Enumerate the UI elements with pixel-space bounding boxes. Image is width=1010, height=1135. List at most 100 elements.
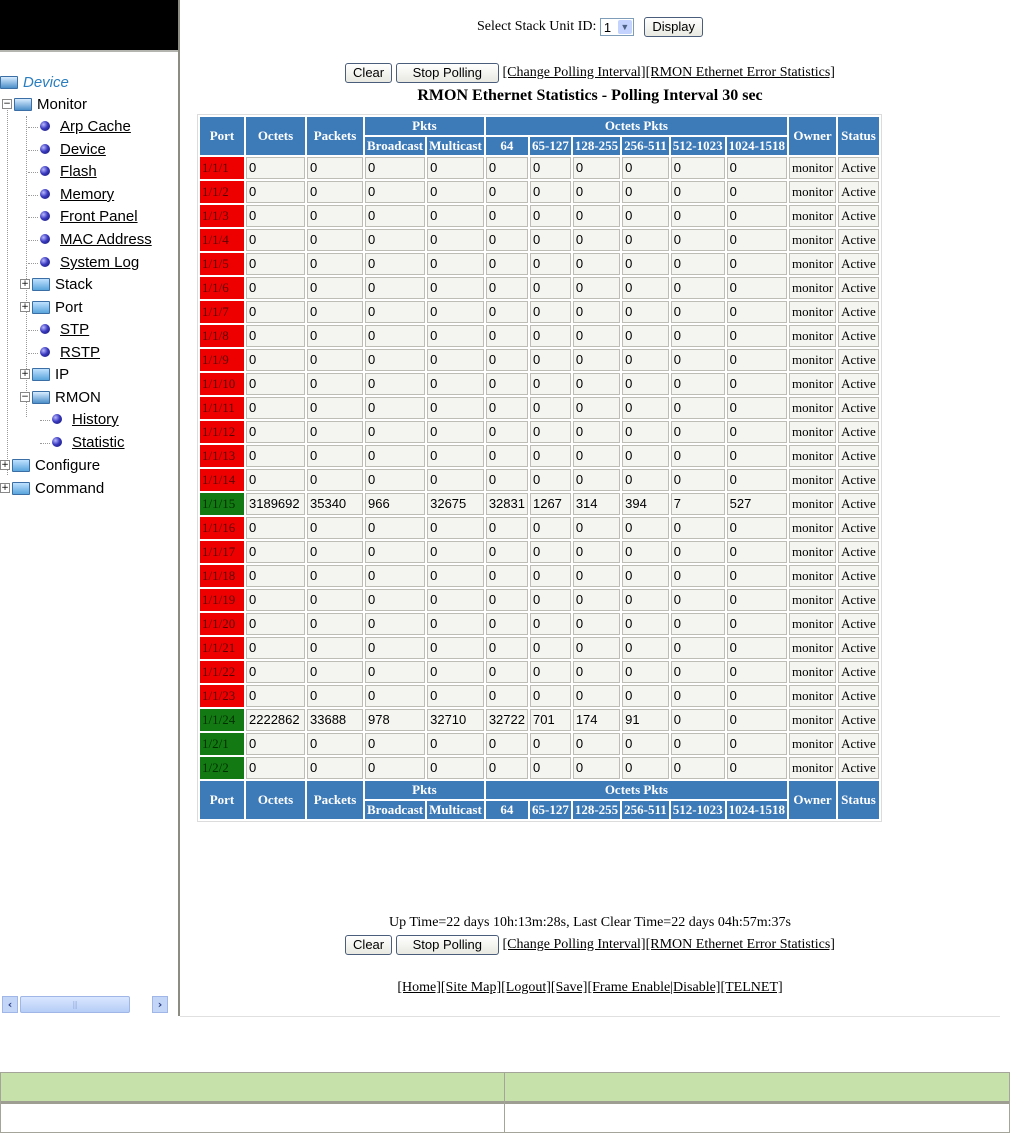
scroll-thumb[interactable]: |||	[20, 996, 130, 1013]
stat-cell: 0	[246, 421, 305, 443]
nav-item-flash[interactable]: Flash	[28, 161, 97, 183]
port-cell[interactable]: 1/2/1	[200, 733, 244, 755]
port-cell[interactable]: 1/1/11	[200, 397, 244, 419]
port-cell[interactable]: 1/1/12	[200, 421, 244, 443]
top-broadcast-header: Broadcast	[365, 137, 426, 155]
stat-cell: 0	[427, 349, 484, 371]
status-cell: Active	[838, 205, 879, 227]
port-cell[interactable]: 1/1/10	[200, 373, 244, 395]
port-cell[interactable]: 1/1/4	[200, 229, 244, 251]
port-cell[interactable]: 1/1/17	[200, 541, 244, 563]
home-link[interactable]: [Home]	[397, 980, 441, 995]
collapse-icon[interactable]: −	[20, 392, 30, 403]
frame-enable-link[interactable]: [Frame Enable	[587, 980, 671, 995]
tree-node-rmon[interactable]: − RMON	[20, 389, 101, 406]
tree-node-stack[interactable]: + Stack	[20, 276, 93, 293]
stat-cell: 0	[246, 229, 305, 251]
stat-cell: 0	[670, 421, 725, 443]
tree-node-command[interactable]: + Command	[0, 480, 105, 497]
scroll-right-icon[interactable]: ›	[152, 996, 168, 1013]
stack-unit-select[interactable]: 1 ▼	[599, 18, 634, 36]
port-cell[interactable]: 1/1/22	[200, 661, 244, 683]
nav-item-device[interactable]: Device	[28, 139, 106, 161]
stat-cell: 0	[726, 373, 787, 395]
stat-cell: 0	[307, 157, 363, 179]
port-cell[interactable]: 1/1/3	[200, 205, 244, 227]
clear-button[interactable]: Clear	[345, 63, 393, 83]
frame-disable-link[interactable]: |Disable]	[670, 980, 721, 995]
port-cell[interactable]: 1/1/1	[200, 157, 244, 179]
save-link[interactable]: [Save]	[550, 980, 588, 995]
tree-node-port[interactable]: + Port	[20, 299, 83, 316]
rmon-error-statistics-link[interactable]: [RMON Ethernet Error Statistics]	[645, 65, 835, 81]
nav-item-arp-cache[interactable]: Arp Cache	[28, 116, 131, 138]
change-polling-interval-link[interactable]: [Change Polling Interval]	[502, 65, 646, 81]
nav-item-stp[interactable]: STP	[28, 319, 89, 341]
stat-cell: 0	[572, 325, 621, 347]
owner-cell: monitor	[788, 565, 837, 587]
stat-cell: 0	[365, 229, 426, 251]
folder-icon	[32, 277, 50, 291]
nav-item-mac-address[interactable]: MAC Address	[28, 229, 152, 251]
stat-cell: 0	[485, 157, 528, 179]
status-cell: Active	[838, 757, 879, 779]
scroll-left-icon[interactable]: ‹	[2, 996, 18, 1013]
horizontal-scrollbar[interactable]: ‹ ||| ›	[2, 996, 174, 1013]
port-cell[interactable]: 1/1/2	[200, 181, 244, 203]
stat-cell: 0	[726, 469, 787, 491]
port-cell[interactable]: 1/1/16	[200, 517, 244, 539]
stop-polling-button[interactable]: Stop Polling	[395, 63, 500, 83]
port-cell[interactable]: 1/2/2	[200, 757, 244, 779]
port-cell[interactable]: 1/1/14	[200, 469, 244, 491]
tree-node-configure[interactable]: + Configure	[0, 457, 101, 474]
port-cell[interactable]: 1/1/9	[200, 349, 244, 371]
stat-cell: 0	[529, 277, 571, 299]
collapse-icon[interactable]: −	[2, 99, 12, 110]
expand-icon[interactable]: +	[20, 302, 30, 313]
tree-node-ip[interactable]: + IP	[20, 366, 70, 383]
stat-cell: 0	[572, 565, 621, 587]
clear-button-bottom[interactable]: Clear	[345, 935, 393, 955]
table-row: 1/1/15 3189692 35340 966 32675 32831 1267 314 39…	[200, 493, 879, 515]
port-cell[interactable]: 1/1/15	[200, 493, 244, 515]
port-cell[interactable]: 1/1/24	[200, 709, 244, 731]
expand-icon[interactable]: +	[0, 483, 10, 494]
port-cell[interactable]: 1/1/7	[200, 301, 244, 323]
stat-cell: 32831	[485, 493, 528, 515]
rmon-error-statistics-link-bottom[interactable]: [RMON Ethernet Error Statistics]	[645, 937, 835, 953]
stat-cell: 0	[485, 373, 528, 395]
site-map-link[interactable]: [Site Map]	[440, 980, 502, 995]
stop-polling-button-bottom[interactable]: Stop Polling	[395, 935, 500, 955]
port-cell[interactable]: 1/1/21	[200, 637, 244, 659]
table-row: 1/1/5 0 0 0 0 0 0 0 0 0 0 monitor Active	[200, 253, 879, 275]
port-cell[interactable]: 1/1/18	[200, 565, 244, 587]
stat-cell: 0	[670, 181, 725, 203]
nav-item-front-panel[interactable]: Front Panel	[28, 206, 138, 228]
expand-icon[interactable]: +	[0, 460, 10, 471]
stat-cell: 0	[726, 637, 787, 659]
port-cell[interactable]: 1/1/19	[200, 589, 244, 611]
nav-item-rstp[interactable]: RSTP	[28, 342, 100, 364]
expand-icon[interactable]: +	[20, 279, 30, 290]
logout-link[interactable]: [Logout]	[501, 980, 551, 995]
nav-item-memory[interactable]: Memory	[28, 184, 114, 206]
nav-item-statistic[interactable]: Statistic	[40, 432, 125, 454]
port-cell[interactable]: 1/1/5	[200, 253, 244, 275]
telnet-link[interactable]: [TELNET]	[720, 980, 783, 995]
nav-item-history[interactable]: History	[40, 409, 119, 431]
expand-icon[interactable]: +	[20, 369, 30, 380]
port-cell[interactable]: 1/1/8	[200, 325, 244, 347]
stat-cell: 0	[365, 421, 426, 443]
stat-cell: 0	[572, 637, 621, 659]
table-row: 1/1/22 0 0 0 0 0 0 0 0 0 0 monitor Active	[200, 661, 879, 683]
bottom-broadcast-header: Broadcast	[365, 801, 426, 819]
port-cell[interactable]: 1/1/13	[200, 445, 244, 467]
port-cell[interactable]: 1/1/6	[200, 277, 244, 299]
port-cell[interactable]: 1/1/20	[200, 613, 244, 635]
port-cell[interactable]: 1/1/23	[200, 685, 244, 707]
display-button[interactable]: Display	[644, 17, 703, 37]
change-polling-interval-link-bottom[interactable]: [Change Polling Interval]	[502, 937, 646, 953]
nav-item-system-log[interactable]: System Log	[28, 252, 139, 274]
tree-root-device[interactable]: Device	[0, 72, 69, 94]
tree-node-monitor[interactable]: − Monitor	[2, 96, 88, 113]
